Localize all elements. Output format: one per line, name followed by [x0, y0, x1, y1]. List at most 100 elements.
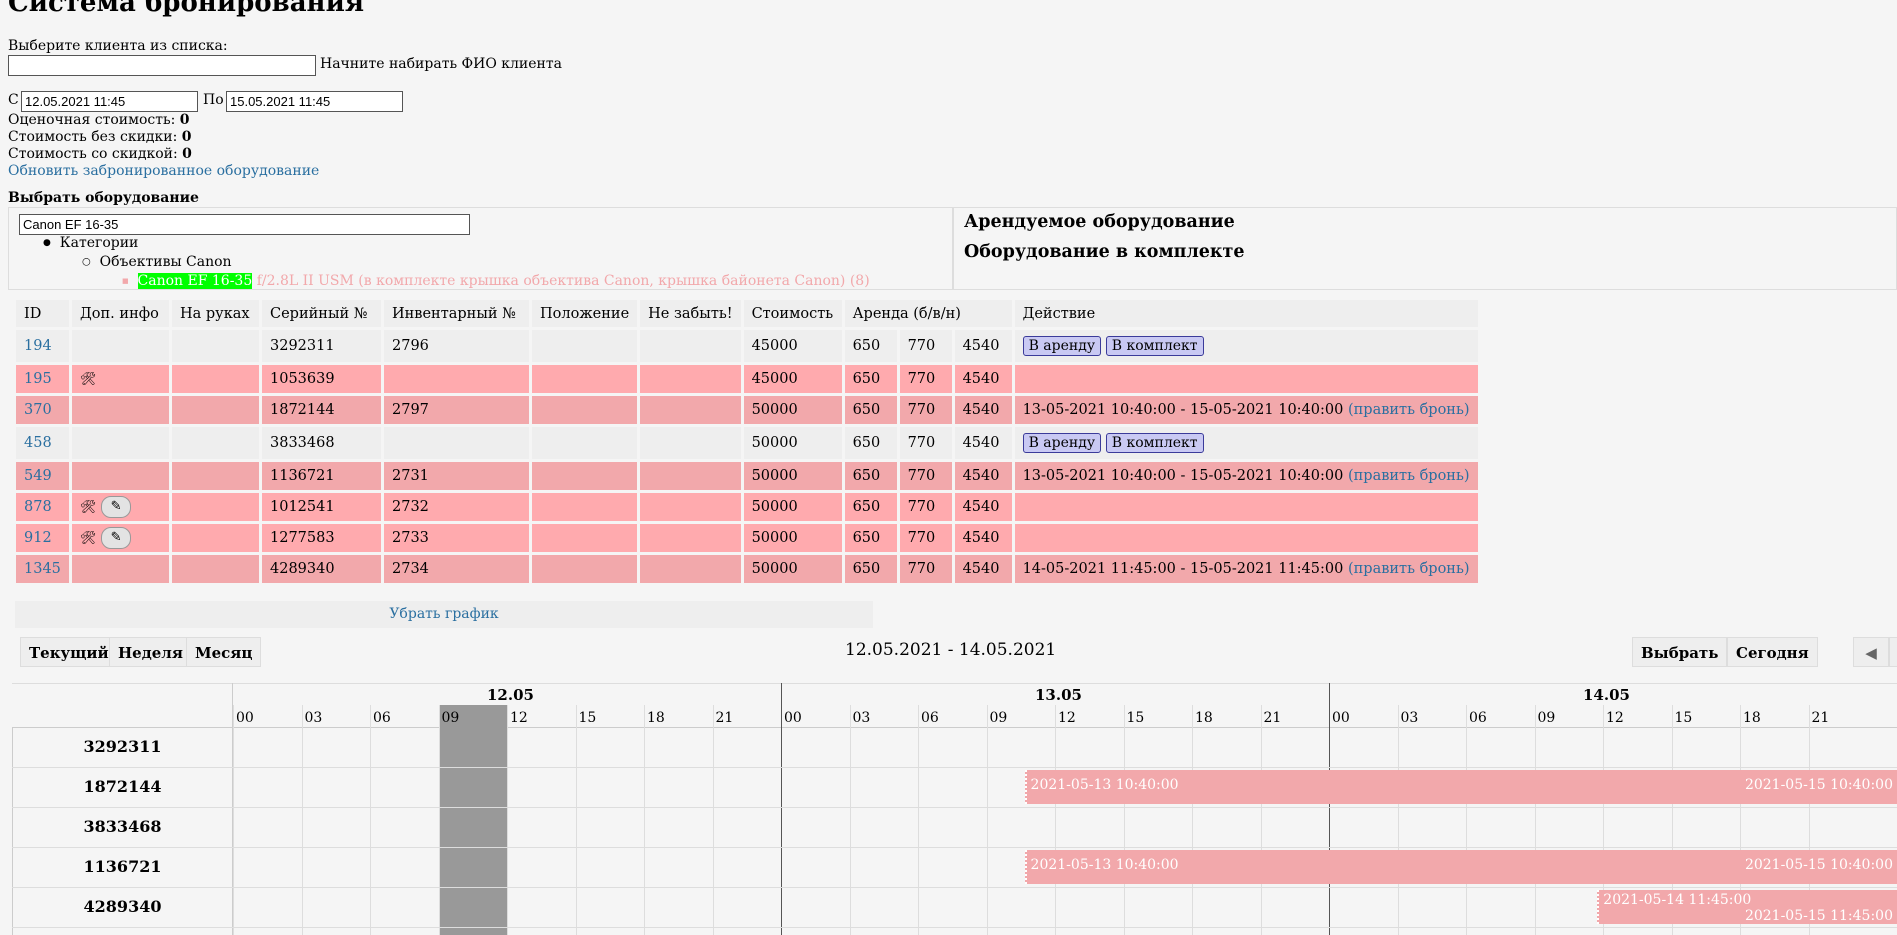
cell-rent-n: 4540	[954, 493, 1012, 521]
current-time-highlight	[438, 705, 507, 935]
row-id-link[interactable]: 195	[24, 371, 52, 387]
booking-end: 2021-05-15 11:45:00	[1744, 908, 1893, 924]
edit-booking-link[interactable]: (править бронь)	[1347, 468, 1470, 484]
cell-inventory: 2732	[384, 493, 529, 521]
tree-category[interactable]: ○ Объективы Canon	[82, 254, 232, 270]
row-id-link[interactable]: 458	[24, 435, 52, 451]
cell-serial: 1053639	[262, 365, 381, 393]
col-id-header: ID	[16, 300, 69, 327]
cell-dont-forget	[640, 396, 741, 424]
hour-label: 12	[510, 710, 528, 726]
pencil-icon[interactable]: ✎	[101, 496, 132, 518]
rent-b-value: 650	[852, 435, 881, 451]
inventory-value: 2797	[392, 402, 429, 418]
booking-bar[interactable]: 2021-05-13 10:40:00 2021-05-15 10:40:00	[1024, 850, 1897, 884]
hour-label: 09	[1537, 710, 1556, 726]
row-id-link[interactable]: 912	[24, 530, 52, 546]
rent-b-value: 650	[852, 402, 881, 418]
select-button[interactable]: Выбрать	[1632, 637, 1728, 667]
hour-label: 21	[1263, 710, 1282, 726]
date-to-input[interactable]	[226, 91, 403, 112]
cell-action: 13-05-2021 10:40:00 - 15-05-2021 10:40:0…	[1014, 396, 1478, 424]
cell-serial: 4289340	[262, 555, 381, 583]
cell-action: В аренду В комплект	[1014, 427, 1478, 459]
cell-cost: 50000	[743, 524, 842, 552]
row-id-link[interactable]: 878	[24, 499, 52, 515]
schedule-row-label: 3833468	[83, 817, 162, 836]
hour-label: 18	[1743, 710, 1761, 726]
inventory-value: 2732	[392, 499, 429, 515]
hide-chart-link[interactable]: Убрать график	[389, 606, 499, 622]
row-divider	[12, 847, 1897, 848]
schedule-row-label: 4289340	[83, 897, 162, 916]
hour-label: 15	[578, 710, 597, 726]
tree-item-rest: f/2.8L II USM (в комплекте крышка объект…	[252, 273, 870, 289]
edit-booking-link[interactable]: (править бронь)	[1347, 561, 1470, 577]
cell-position	[532, 524, 638, 552]
view-current-button[interactable]: Текущий	[20, 637, 118, 667]
grid-line	[986, 705, 988, 935]
equipment-search-input[interactable]	[19, 214, 470, 235]
grid-line	[1397, 705, 1399, 935]
rent-button[interactable]: В аренду	[1022, 433, 1102, 453]
cell-position	[532, 493, 638, 521]
grid-line	[1808, 705, 1810, 935]
serial-value: 3833468	[270, 435, 335, 451]
view-month-button[interactable]: Месяц	[186, 637, 262, 667]
rent-button[interactable]: В аренду	[1022, 336, 1102, 356]
cell-action	[1014, 493, 1478, 521]
tree-item[interactable]: ■ Canon EF 16-35 f/2.8L II USM (в компле…	[122, 273, 870, 289]
nodiscount-cost-label: Стоимость без скидки:	[8, 129, 178, 145]
nodiscount-cost-value: 0	[181, 129, 192, 145]
rent-v-value: 770	[907, 402, 936, 418]
date-from-input[interactable]	[21, 91, 198, 112]
cell-inventory: 2797	[384, 396, 529, 424]
add-to-kit-button[interactable]: В комплект	[1105, 433, 1204, 453]
grid-line	[781, 683, 782, 935]
day-label: 14.05	[1583, 686, 1630, 704]
client-input[interactable]	[8, 55, 316, 76]
booking-end: 2021-05-15 10:40:00	[1744, 777, 1893, 793]
view-week-button[interactable]: Неделя	[109, 637, 192, 667]
cell-dont-forget	[640, 555, 741, 583]
tree-category-label: Объективы Canon	[99, 254, 232, 270]
booking-bar[interactable]: 2021-05-14 11:45:00 2021-05-15 11:45:00	[1597, 890, 1897, 924]
prev-icon[interactable]: ◀	[1853, 637, 1889, 667]
row-id-link[interactable]: 370	[24, 402, 52, 418]
tree-root-label: Категории	[59, 235, 139, 251]
col-position-header: Положение	[532, 300, 638, 327]
refresh-booked-link[interactable]: Обновить забронированное оборудование	[8, 163, 320, 179]
today-button[interactable]: Сегодня	[1727, 637, 1818, 667]
grid-line	[1671, 705, 1673, 935]
cell-rent-b: 650	[844, 462, 897, 490]
cell-inventory	[384, 365, 529, 393]
booking-period: 13-05-2021 10:40:00 - 15-05-2021 10:40:0…	[1022, 468, 1344, 484]
rent-v-value: 770	[907, 338, 936, 354]
hour-label: 21	[715, 710, 734, 726]
grid-line	[849, 705, 851, 935]
edit-booking-link[interactable]: (править бронь)	[1347, 402, 1470, 418]
add-to-kit-button[interactable]: В комплект	[1105, 336, 1204, 356]
row-id-link[interactable]: 549	[24, 468, 52, 484]
calendar-left-border	[12, 727, 13, 935]
cell-on-hand	[172, 524, 259, 552]
estimated-cost-label: Оценочная стоимость:	[8, 112, 176, 128]
col-extra-info-header: Доп. инфо	[72, 300, 169, 327]
cell-cost: 50000	[743, 462, 842, 490]
row-id-link[interactable]: 1345	[24, 561, 61, 577]
table-row: 195 🛠 1053639 45000 650 770 4540	[16, 365, 1478, 393]
serial-value: 4289340	[270, 561, 335, 577]
pencil-icon[interactable]: ✎	[101, 527, 132, 549]
rent-b-value: 650	[852, 530, 881, 546]
row-id-link[interactable]: 194	[24, 338, 52, 354]
hour-label: 03	[852, 710, 871, 726]
cell-serial: 1012541	[262, 493, 381, 521]
next-icon[interactable]: ▶	[1889, 637, 1897, 667]
rent-n-value: 4540	[962, 499, 1000, 515]
table-row: 370 1872144 2797 50000 650 770 4540 13-05-2021 …	[16, 396, 1478, 424]
cost-value: 50000	[751, 499, 798, 515]
cell-inventory: 2796	[384, 330, 529, 362]
col-serial-header: Серийный №	[262, 300, 381, 327]
cell-dont-forget	[640, 365, 741, 393]
booking-bar[interactable]: 2021-05-13 10:40:00 2021-05-15 10:40:00	[1024, 770, 1897, 804]
